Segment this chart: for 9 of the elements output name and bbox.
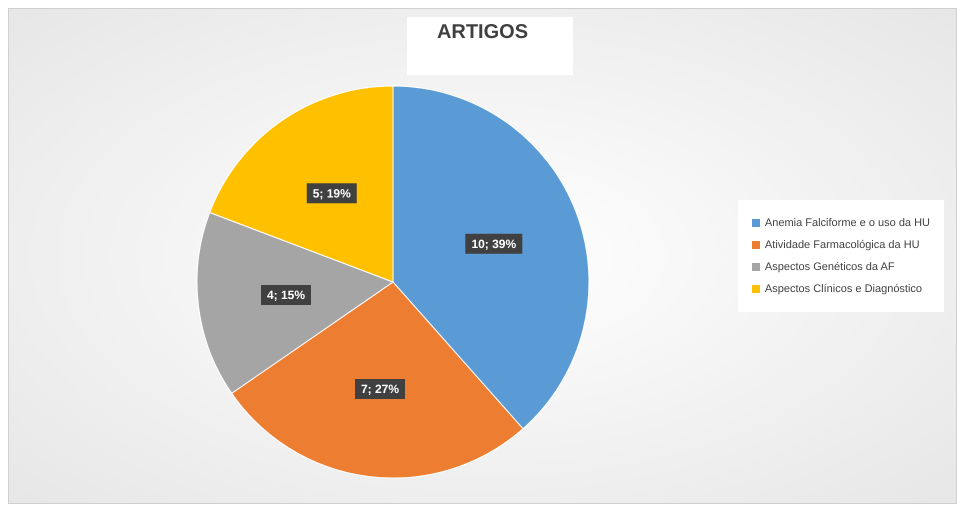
legend-label: Aspectos Clínicos e Diagnóstico: [764, 282, 922, 297]
data-label: 5; 19%: [312, 186, 352, 200]
chart-title: ARTIGOS: [436, 21, 530, 44]
data-label: 10; 39%: [471, 236, 516, 251]
legend-label: Aspectos Genéticos da AF: [764, 260, 895, 275]
data-label: 4; 15%: [266, 288, 306, 302]
legend-label: Anemia Falciforme e o uso da HU: [764, 216, 930, 231]
legend-label: Atividade Farmacológica da HU: [764, 238, 920, 253]
data-label: 7; 27%: [360, 382, 400, 396]
